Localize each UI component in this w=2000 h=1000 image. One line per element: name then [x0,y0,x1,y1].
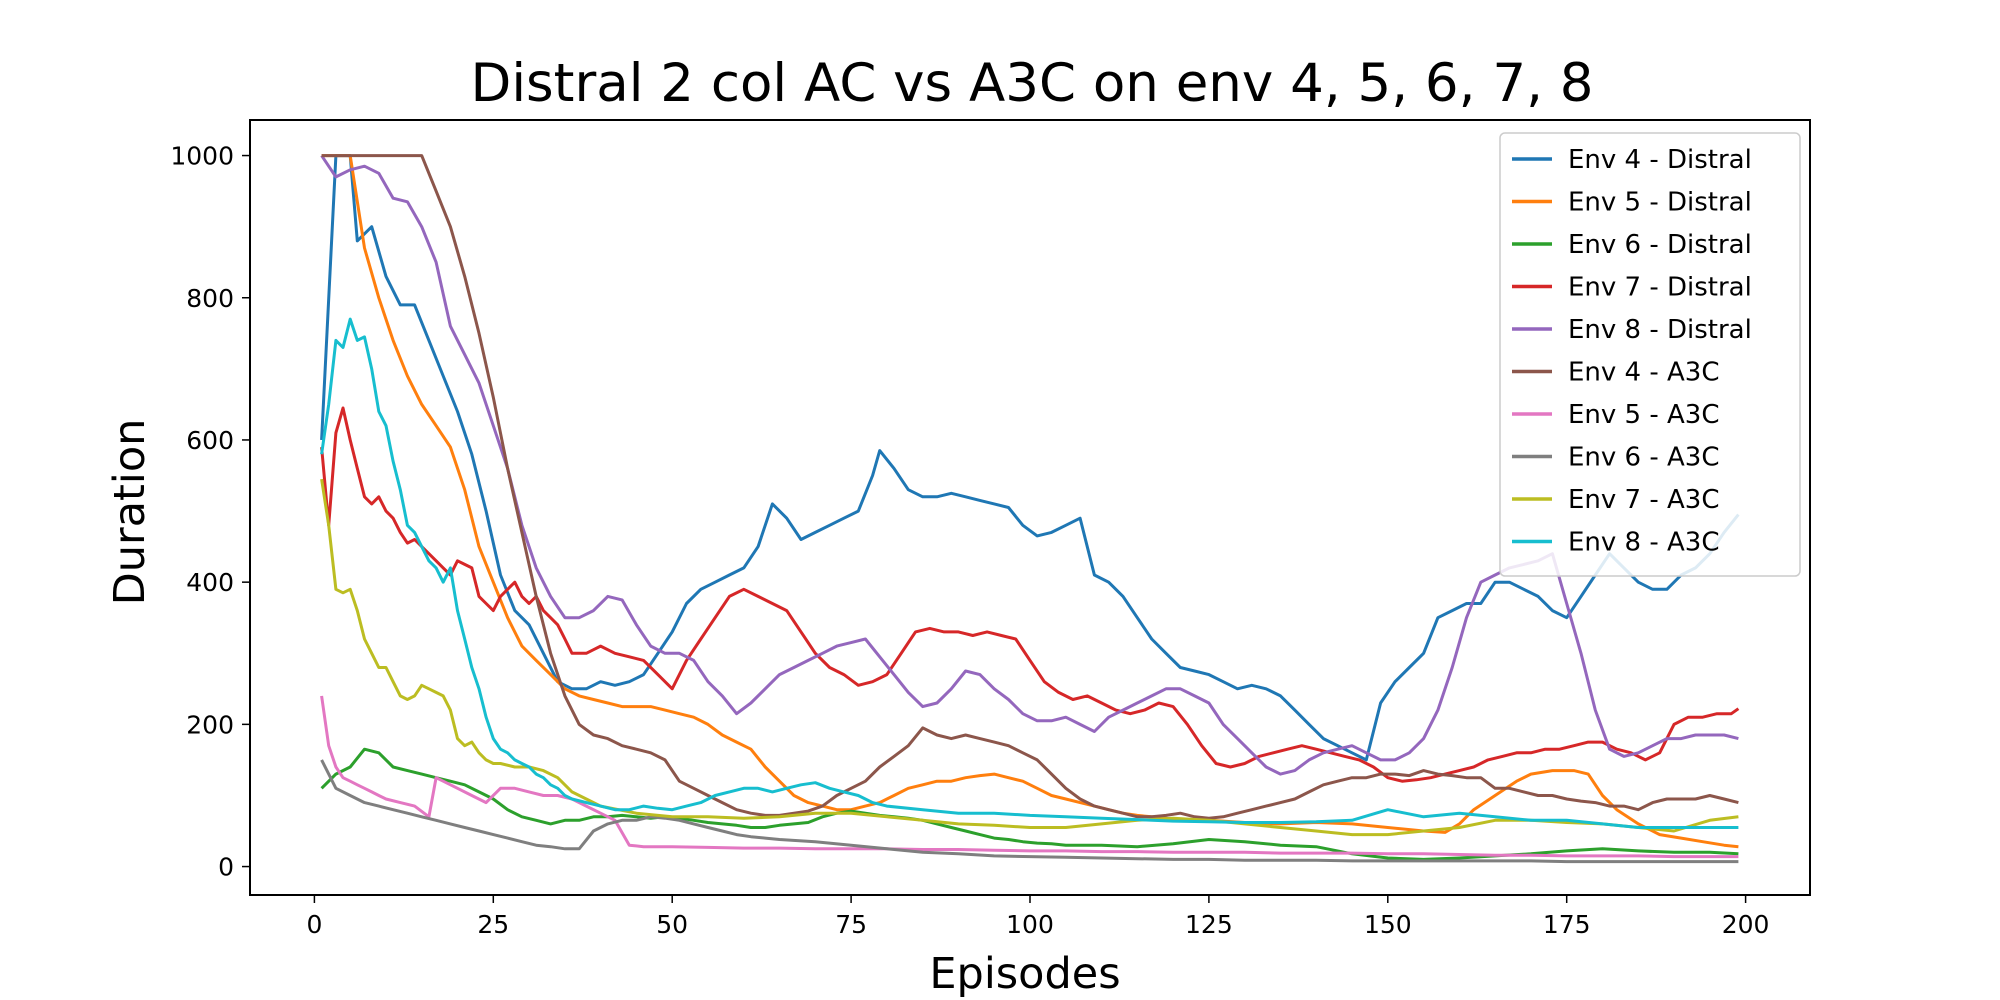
legend-label: Env 6 - Distral [1568,230,1752,260]
legend-label: Env 7 - Distral [1568,273,1752,303]
y-tick-label: 800 [186,284,234,313]
y-axis: 0 200 400 600 800 1000 [170,142,250,882]
legend-label: Env 4 - A3C [1568,358,1720,388]
series-line-2 [321,154,1739,849]
series-lines [320,154,1740,864]
x-tick-label: 50 [656,910,688,939]
x-tick-label: 75 [835,910,867,939]
series-line-8 [320,759,1739,864]
legend-label: Env 5 - A3C [1568,400,1720,430]
legend-label: Env 5 - Distral [1568,188,1752,218]
series-line-1 [320,154,1740,762]
x-tick-label: 200 [1722,910,1770,939]
legend-label: Env 8 - A3C [1568,528,1720,558]
x-tick-label: 175 [1543,910,1591,939]
y-tick-label: 1000 [170,142,234,171]
chart-title: Distral 2 col AC vs A3C on env 4, 5, 6, … [471,53,1594,114]
x-tick-label: 0 [306,910,322,939]
x-tick-label: 25 [477,910,509,939]
series-line-4 [320,406,1740,783]
series-line-6 [321,154,1739,820]
legend-box [1499,132,1801,577]
y-tick-label: 400 [186,568,234,597]
x-tick-label: 100 [1006,910,1054,939]
y-tick-label: 600 [186,426,234,455]
x-tick-label: 125 [1185,910,1233,939]
x-axis: 0 25 50 75 100 125 150 175 200 [306,895,1769,939]
y-tick-label: 200 [186,710,234,739]
legend: Env 4 - Distral Env 5 - Distral Env 6 - Di… [1499,132,1801,577]
y-axis-label: Duration [105,419,155,606]
x-axis-label: Episodes [929,949,1120,999]
legend-label: Env 6 - A3C [1568,443,1720,473]
legend-label: Env 7 - A3C [1568,485,1720,515]
series-line-10 [320,317,1739,829]
legend-label: Env 4 - Distral [1568,145,1752,175]
series-line-7 [320,695,1739,859]
y-tick-label: 0 [218,853,234,882]
legend-label: Env 8 - Distral [1568,315,1752,345]
x-tick-label: 150 [1364,910,1412,939]
